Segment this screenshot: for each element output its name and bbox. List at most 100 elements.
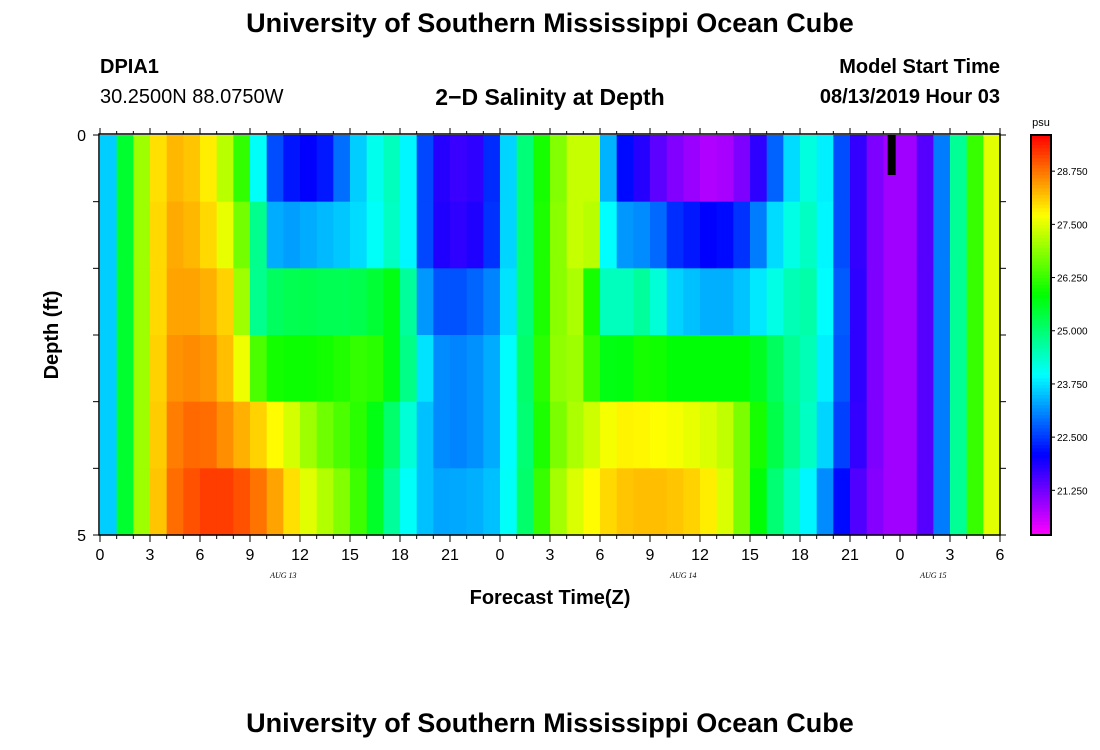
colorbar-segment	[1031, 248, 1051, 253]
heatmap-cell	[216, 135, 234, 203]
colorbar-segment	[1031, 481, 1051, 486]
heatmap-cell	[916, 468, 934, 536]
heatmap-cell	[966, 201, 984, 269]
heatmap-cell	[116, 268, 134, 336]
heatmap-cell	[900, 401, 918, 469]
heatmap-cell	[633, 401, 651, 469]
colorbar-segment	[1031, 231, 1051, 236]
heatmap-cell	[733, 268, 751, 336]
heatmap-cell	[733, 468, 751, 536]
heatmap-cell	[150, 135, 168, 203]
heatmap-cell	[266, 468, 284, 536]
colorbar-segment	[1031, 391, 1051, 396]
heatmap-cell	[983, 268, 1001, 336]
heatmap-cell	[400, 401, 418, 469]
heatmap-cell	[366, 468, 384, 536]
heatmap-cell	[650, 135, 668, 203]
heatmap-cells	[100, 135, 1001, 536]
heatmap-cell	[250, 135, 268, 203]
heatmap-cell	[650, 468, 668, 536]
heatmap-cell	[700, 401, 718, 469]
heatmap-cell	[116, 201, 134, 269]
colorbar-segment	[1031, 411, 1051, 416]
heatmap-cell	[216, 268, 234, 336]
heatmap-cell	[400, 135, 418, 203]
colorbar-segment	[1031, 261, 1051, 266]
heatmap-cell	[216, 335, 234, 403]
heatmap-cell	[250, 335, 268, 403]
heatmap-cell	[633, 335, 651, 403]
heatmap-cell	[350, 201, 368, 269]
heatmap-cell	[200, 401, 218, 469]
colorbar-segment	[1031, 225, 1051, 229]
heatmap-cell	[550, 401, 568, 469]
colorbar-segment	[1031, 181, 1051, 186]
colorbar-segment	[1031, 355, 1051, 359]
x-tick-label: 18	[791, 547, 809, 564]
x-tick-label: 3	[546, 547, 555, 564]
heatmap-cell	[166, 268, 184, 336]
model-start-time: 08/13/2019 Hour 03	[819, 86, 1000, 108]
heatmap-cell	[783, 335, 801, 403]
colorbar-segment	[1031, 215, 1051, 219]
heatmap-cell	[116, 468, 134, 536]
heatmap-cell	[633, 268, 651, 336]
heatmap-cell	[283, 335, 301, 403]
colorbar-segment	[1031, 455, 1051, 459]
colorbar-segment	[1031, 441, 1051, 446]
heatmap-cell	[300, 401, 318, 469]
heatmap-cell	[866, 201, 884, 269]
heatmap-cell	[716, 401, 734, 469]
heatmap-cell	[266, 401, 284, 469]
colorbar-label: 27.500	[1057, 220, 1088, 231]
heatmap-cell	[433, 201, 451, 269]
heatmap-cell	[783, 468, 801, 536]
heatmap-cell	[416, 135, 434, 203]
heatmap-cell	[583, 201, 601, 269]
heatmap-cell	[250, 401, 268, 469]
colorbar-segment	[1031, 175, 1051, 179]
heatmap-cell	[633, 468, 651, 536]
heatmap-cell	[450, 268, 468, 336]
colorbar-segment	[1031, 528, 1051, 533]
heatmap-cell	[116, 401, 134, 469]
heatmap-cell	[916, 268, 934, 336]
heatmap-cell	[316, 335, 334, 403]
heatmap-cell	[183, 268, 201, 336]
heatmap-cell	[683, 468, 701, 536]
x-tick-label: 3	[146, 547, 155, 564]
heatmap-cell	[533, 268, 551, 336]
heatmap-cell	[566, 468, 584, 536]
x-tick-label: 12	[291, 547, 309, 564]
heatmap-cell	[900, 201, 918, 269]
colorbar-segment	[1031, 498, 1051, 503]
colorbar-segment	[1031, 211, 1051, 216]
colorbar-segment	[1031, 518, 1051, 523]
heatmap-cell	[216, 468, 234, 536]
x-date-label: AUG 14	[669, 571, 696, 580]
heatmap-cell	[466, 268, 484, 336]
colorbar-segment	[1031, 508, 1051, 513]
station-id: DPIA1	[100, 56, 159, 78]
heatmap-cell	[850, 468, 868, 536]
x-axis-title: Forecast Time(Z)	[470, 587, 631, 609]
heatmap-cell	[466, 468, 484, 536]
heatmap-cell	[916, 201, 934, 269]
heatmap-cell	[616, 135, 634, 203]
heatmap-cell	[833, 401, 851, 469]
heatmap-cell	[583, 401, 601, 469]
colorbar-segment	[1031, 428, 1051, 433]
colorbar-segment	[1031, 315, 1051, 319]
heatmap-cell	[666, 401, 684, 469]
heatmap-cell	[866, 135, 884, 203]
heatmap-cell	[483, 335, 501, 403]
heatmap-cell	[933, 468, 951, 536]
heatmap-cell	[133, 335, 151, 403]
colorbar-segment	[1031, 185, 1051, 189]
x-tick-label: 0	[496, 547, 505, 564]
heatmap-cell	[200, 135, 218, 203]
heatmap-cell	[233, 468, 251, 536]
heatmap-cell	[600, 201, 618, 269]
colorbar-segment	[1031, 505, 1051, 509]
colorbar-segment	[1031, 335, 1051, 339]
